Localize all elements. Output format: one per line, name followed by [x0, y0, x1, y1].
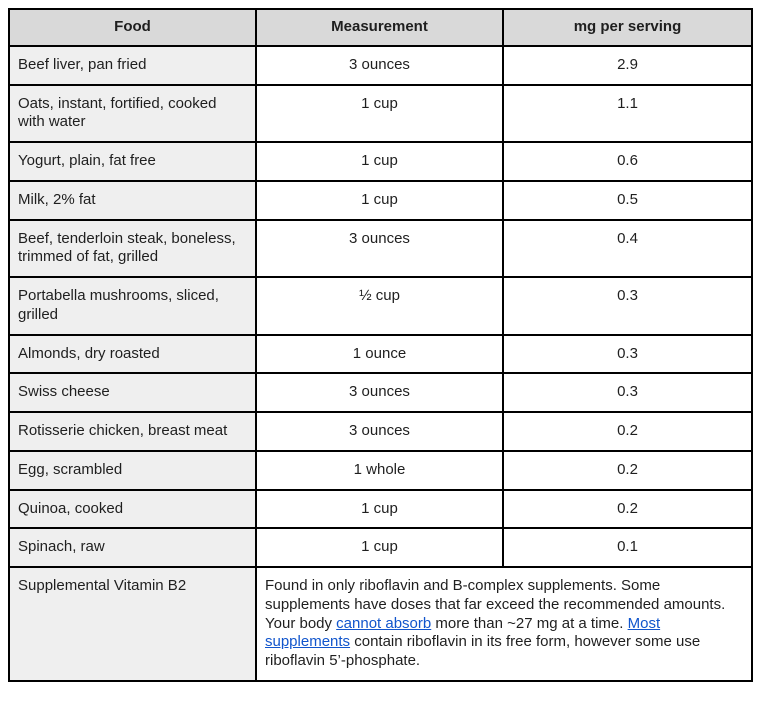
mg-per-serving-cell: 0.2	[502, 411, 753, 452]
mg-per-serving-cell: 0.4	[502, 218, 753, 278]
note-text: more than ~27 mg at a time.	[431, 614, 628, 632]
table-row: Beef, tenderloin steak, boneless, trimme…	[8, 218, 753, 278]
measurement-cell: 1 ounce	[255, 333, 504, 375]
mg-per-serving-cell: 0.3	[502, 276, 753, 336]
food-cell: Egg, scrambled	[8, 449, 257, 491]
mg-per-serving-cell: 0.5	[502, 179, 753, 221]
measurement-cell: 3 ounces	[255, 372, 504, 413]
food-cell: Yogurt, plain, fat free	[8, 141, 257, 182]
food-cell: Portabella mushrooms, sliced, grilled	[8, 276, 257, 336]
measurement-cell: 1 whole	[255, 449, 504, 491]
mg-per-serving-cell: 0.2	[502, 488, 753, 530]
header-row: Food Measurement mg per serving	[8, 8, 753, 47]
table-row: Oats, instant, fortified, cooked with wa…	[8, 83, 753, 143]
most-supplements-link[interactable]: Most supplements	[265, 614, 661, 651]
column-header-measurement: Measurement	[255, 8, 504, 47]
food-cell: Spinach, raw	[8, 527, 257, 568]
measurement-cell: 1 cup	[255, 488, 504, 530]
table-row: Portabella mushrooms, sliced, grilled ½ c…	[8, 276, 753, 336]
measurement-cell: 3 ounces	[255, 44, 504, 86]
note-text: contain riboflavin in its free form, how…	[265, 633, 701, 669]
food-cell: Almonds, dry roasted	[8, 333, 257, 375]
measurement-cell: 1 cup	[255, 179, 504, 221]
food-cell: Beef, tenderloin steak, boneless, trimme…	[8, 218, 257, 278]
table-row: Spinach, raw 1 cup 0.1	[8, 527, 753, 568]
table-row: Egg, scrambled 1 whole 0.2	[8, 449, 753, 491]
food-cell: Swiss cheese	[8, 372, 257, 413]
table-row: Rotisserie chicken, breast meat 3 ounces 0…	[8, 411, 753, 452]
supplement-row: Supplemental Vitamin B2 Found in only rib…	[8, 566, 753, 682]
column-header-mg-per-serving: mg per serving	[502, 8, 753, 47]
table-row: Swiss cheese 3 ounces 0.3	[8, 372, 753, 413]
food-cell: Rotisserie chicken, breast meat	[8, 411, 257, 452]
table-row: Yogurt, plain, fat free 1 cup 0.6	[8, 141, 753, 182]
mg-per-serving-cell: 0.2	[502, 449, 753, 491]
supplement-note-cell: Found in only riboflavin and B-complex s…	[255, 566, 753, 682]
table-row: Quinoa, cooked 1 cup 0.2	[8, 488, 753, 530]
measurement-cell: 1 cup	[255, 527, 504, 568]
riboflavin-food-table: Food Measurement mg per serving Beef liv…	[8, 8, 753, 682]
mg-per-serving-cell: 0.3	[502, 333, 753, 375]
mg-per-serving-cell: 0.3	[502, 372, 753, 413]
measurement-cell: 1 cup	[255, 83, 504, 143]
food-cell: Milk, 2% fat	[8, 179, 257, 221]
food-cell: Oats, instant, fortified, cooked with wa…	[8, 83, 257, 143]
food-cell: Beef liver, pan fried	[8, 44, 257, 86]
mg-per-serving-cell: 2.9	[502, 44, 753, 86]
table-row: Milk, 2% fat 1 cup 0.5	[8, 179, 753, 221]
measurement-cell: 3 ounces	[255, 218, 504, 278]
column-header-food: Food	[8, 8, 257, 47]
mg-per-serving-cell: 0.6	[502, 141, 753, 182]
table-row: Almonds, dry roasted 1 ounce 0.3	[8, 333, 753, 375]
table-row: Beef liver, pan fried 3 ounces 2.9	[8, 44, 753, 86]
measurement-cell: 3 ounces	[255, 411, 504, 452]
mg-per-serving-cell: 0.1	[502, 527, 753, 568]
food-cell: Quinoa, cooked	[8, 488, 257, 530]
note-text: Found in only riboflavin and B-complex s…	[265, 577, 726, 632]
measurement-cell: ½ cup	[255, 276, 504, 336]
cannot-absorb-link[interactable]: cannot absorb	[336, 614, 432, 632]
measurement-cell: 1 cup	[255, 141, 504, 182]
food-cell: Supplemental Vitamin B2	[8, 566, 257, 682]
mg-per-serving-cell: 1.1	[502, 83, 753, 143]
